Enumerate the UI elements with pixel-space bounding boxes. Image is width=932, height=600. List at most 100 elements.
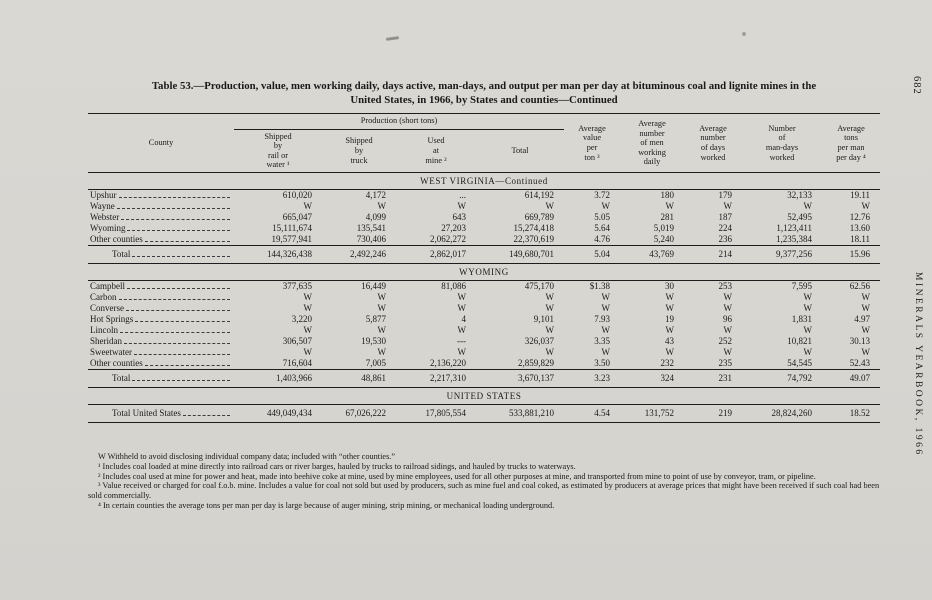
value-cell: 3.23 — [564, 368, 621, 388]
value-cell: W — [377, 200, 387, 211]
value-cell: W — [861, 346, 871, 357]
dash-leader — [118, 196, 230, 199]
county-label: Carbon — [90, 291, 117, 302]
county-cell: Upshur — [88, 189, 234, 201]
county-label: Lincoln — [90, 324, 118, 335]
value-cell: 533,881,210 — [476, 403, 565, 423]
value-cell: 28,824,260 — [742, 403, 823, 423]
county-cell: Hot Springs — [88, 314, 234, 325]
value-cell: 7.93 — [594, 313, 611, 324]
value-cell: 52,495 — [787, 211, 813, 222]
county-label: Total United States — [112, 407, 181, 418]
value-cell: W — [803, 291, 813, 302]
value-cell: W — [601, 291, 611, 302]
value-cell: 324 — [620, 368, 685, 388]
value-cell: 214 — [684, 244, 743, 264]
dash-leader — [132, 255, 230, 258]
value-cell: 3.50 — [594, 357, 611, 368]
value-cell: 15.96 — [822, 244, 881, 264]
county-label: Upshur — [90, 189, 117, 200]
col-header-avg-men-working-daily: Average number of men working daily — [620, 113, 685, 173]
value-cell: 224 — [718, 222, 733, 233]
county-cell: Total — [88, 244, 234, 264]
value-cell: W — [601, 200, 611, 211]
value-cell: 253 — [718, 280, 733, 291]
col-header-used-at-mine: Used at mine ² — [396, 129, 476, 173]
value-cell: 3,670,137 — [476, 368, 565, 388]
value-cell: 10,821 — [787, 335, 813, 346]
value-cell: 252 — [718, 335, 733, 346]
value-cell: 9,101 — [533, 313, 555, 324]
county-label: Hot Springs — [90, 313, 134, 324]
value-cell: 49.07 — [822, 368, 881, 388]
value-cell: W — [303, 346, 313, 357]
value-cell: W — [545, 200, 555, 211]
value-cell: W — [545, 346, 555, 357]
table-title-line1: Table 53.—Production, value, men working… — [151, 80, 817, 92]
value-cell: 643 — [452, 211, 467, 222]
table-title-line2: United States, in 1966, by States and co… — [350, 93, 618, 106]
value-cell: 4.97 — [854, 313, 871, 324]
value-cell: 1,123,411 — [776, 222, 813, 233]
col-header-total: Total — [476, 129, 565, 173]
footnote-3: ³ Value received or charged for coal f.o… — [88, 481, 880, 501]
value-cell: 4,099 — [365, 211, 386, 222]
col-header-avg-tons-per-man-day: Average tons per man per day ⁴ — [822, 113, 881, 173]
value-cell: 231 — [684, 368, 743, 388]
value-cell: 236 — [718, 233, 733, 244]
value-cell: 19,577,941 — [271, 233, 313, 244]
value-cell: 5,240 — [653, 233, 675, 244]
county-cell: Wayne — [88, 201, 234, 212]
county-label: Other counties — [90, 233, 143, 244]
book-title-sidebar: MINERALS YEARBOOK, 1966 — [913, 272, 923, 457]
value-cell: 7,005 — [365, 357, 386, 368]
value-cell: 15,274,418 — [513, 222, 555, 233]
county-label: Total — [112, 372, 131, 383]
value-cell: 27,203 — [441, 222, 466, 233]
dash-leader — [116, 207, 230, 210]
table-row: Upshur 610,020 4,172... 614,192 3.72 180 179 32… — [88, 189, 880, 201]
county-cell: Sweetwater — [88, 347, 234, 358]
value-cell: 235 — [718, 357, 733, 368]
table-title: Table 53.—Production, value, men working… — [88, 80, 880, 107]
data-table: County Production (short tons) Average v… — [88, 113, 881, 423]
value-cell: 716,604 — [282, 357, 312, 368]
dash-leader — [118, 298, 230, 301]
value-cell: W — [601, 346, 611, 357]
value-cell: ... — [459, 189, 466, 200]
value-cell: 187 — [718, 211, 733, 222]
value-cell: W — [665, 200, 675, 211]
col-header-shipped-truck: Shipped by truck — [322, 129, 396, 173]
scan-artifact — [742, 32, 746, 36]
col-header-county: County — [88, 113, 234, 173]
value-cell: 5,019 — [653, 222, 675, 233]
value-cell: W — [803, 200, 813, 211]
col-header-avg-days-worked: Average number of days worked — [684, 113, 743, 173]
value-cell: W — [601, 302, 611, 313]
table-row: Hot Springs 3,220 5,877 4 9,101 7.93 19 96 1,831… — [88, 314, 880, 325]
value-cell: 81,086 — [441, 280, 466, 291]
value-cell: 281 — [660, 211, 675, 222]
value-cell: 48,861 — [322, 368, 396, 388]
table-row: Total United States 449,049,434 67,026,222… — [88, 403, 881, 423]
col-group-production: Production (short tons) — [234, 113, 565, 130]
value-cell: 1,235,384 — [776, 233, 813, 244]
section-heading-row: UNITED STATES — [88, 387, 881, 405]
value-cell: W — [457, 346, 467, 357]
value-cell: 4,172 — [365, 189, 386, 200]
value-cell: 149,680,701 — [476, 244, 565, 264]
value-cell: 15,111,674 — [272, 222, 312, 233]
footnote-w: W Withheld to avoid disclosing individua… — [98, 452, 396, 461]
table-row: Sweetwater W W W W W W W W W — [88, 347, 880, 358]
value-cell: W — [861, 200, 871, 211]
value-cell: 669,789 — [524, 211, 555, 222]
value-cell: 232 — [660, 357, 675, 368]
value-cell: W — [803, 302, 813, 313]
value-cell: 7,595 — [791, 280, 813, 291]
value-cell: 30 — [665, 280, 675, 291]
value-cell: W — [377, 346, 387, 357]
table-row: Webster 665,047 4,099 643 669,789 5.05 281 187 5… — [88, 212, 880, 223]
table-row: Other counties 716,604 7,005 2,136,220 2,859… — [88, 358, 880, 370]
value-cell: 43 — [665, 335, 675, 346]
value-cell: W — [303, 324, 313, 335]
